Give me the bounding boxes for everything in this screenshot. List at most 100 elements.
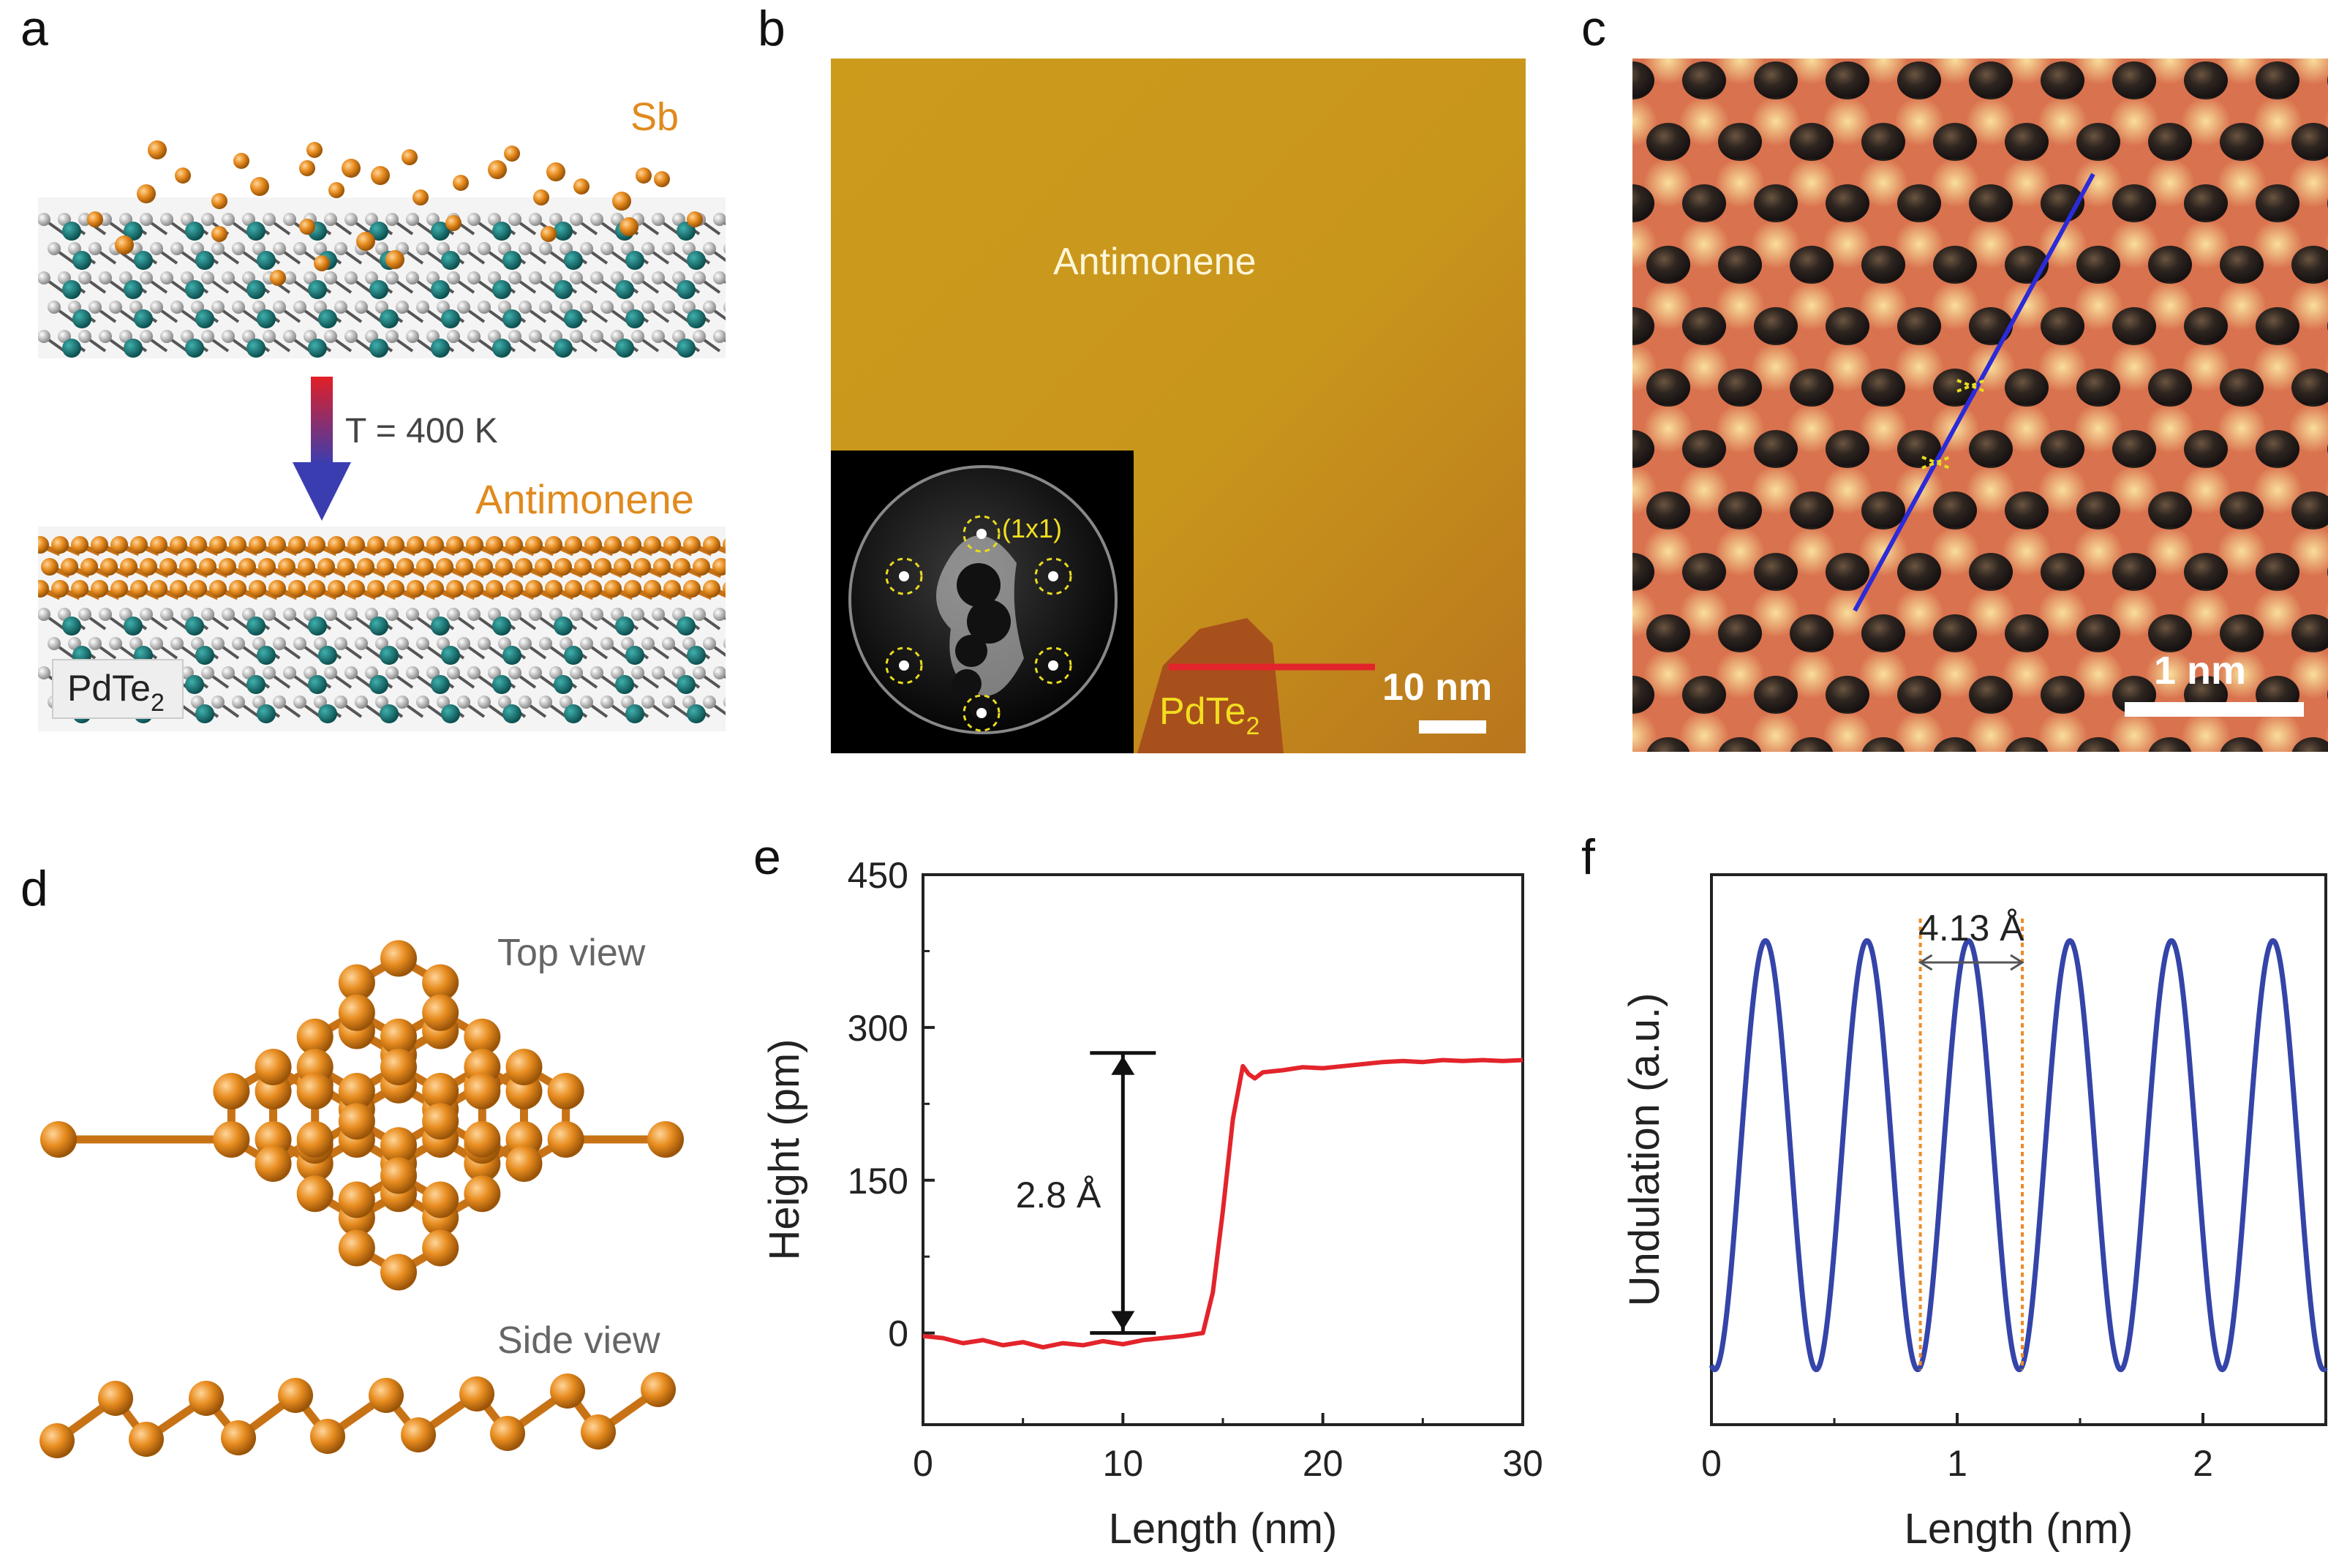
- sb-atom-top: [338, 994, 375, 1031]
- lattice-hole: [1861, 491, 1905, 529]
- lattice-hole: [2148, 123, 2192, 161]
- lattice-hole: [1861, 0, 1905, 38]
- lattice-hole: [1682, 307, 1726, 345]
- sb-atom-top: [338, 1229, 375, 1267]
- lattice-hole: [2076, 0, 2120, 38]
- lattice-hole: [1539, 184, 1583, 222]
- lattice-hole: [1632, 430, 1654, 468]
- lattice-hole: [1632, 61, 1654, 99]
- chart-e-xlabel: Length (nm): [1109, 1505, 1338, 1553]
- panel-c: c 1 nm: [1539, 0, 2328, 837]
- lattice-hole: [1682, 184, 1726, 222]
- sb-atom: [612, 192, 631, 211]
- lattice-hole: [2112, 184, 2156, 222]
- lattice-hole: [1969, 799, 2013, 837]
- sb-atom: [137, 184, 156, 203]
- sb-atom-top: [338, 964, 375, 1001]
- lattice-hole: [1754, 553, 1798, 591]
- lattice-hole: [2291, 246, 2328, 284]
- leed-spot-marker: [1034, 647, 1072, 685]
- sb-atom-top: [380, 1018, 417, 1055]
- panel-d: d Top view Side view: [20, 861, 684, 1458]
- lattice-hole: [1861, 614, 1905, 652]
- sb-atom-top: [422, 1229, 459, 1267]
- sb-atom-top: [380, 1049, 417, 1085]
- sb-atom-top: [255, 1145, 292, 1182]
- lattice-hole: [1718, 369, 1762, 407]
- sb-atom: [573, 178, 589, 195]
- sb-atom-top: [40, 1121, 77, 1158]
- y-tick-label: 300: [848, 1008, 908, 1049]
- sb-atom: [175, 167, 191, 184]
- lattice-hole: [1718, 0, 1762, 38]
- lattice-hole: [2220, 614, 2264, 652]
- sb-atom: [211, 226, 227, 242]
- lattice-hole: [1646, 491, 1690, 529]
- sb-atom: [371, 166, 390, 185]
- sb-atom: [356, 232, 375, 251]
- lattice-hole: [1826, 553, 1869, 591]
- lattice-hole: [1933, 0, 1977, 38]
- lattice-hole: [1826, 184, 1869, 222]
- pdte2-label-a: PdTe: [67, 668, 151, 709]
- lattice-hole: [2291, 123, 2328, 161]
- x-tick-label: 2: [2193, 1443, 2213, 1484]
- lattice-hole: [1826, 307, 1869, 345]
- lattice-hole: [1718, 246, 1762, 284]
- sb-atom-side: [490, 1416, 525, 1451]
- y-tick-label: 450: [848, 855, 908, 896]
- sb-atom-side: [310, 1419, 345, 1454]
- lattice-hole: [1539, 430, 1583, 468]
- leed-spot-marker: [885, 557, 923, 595]
- lattice-hole: [2220, 0, 2264, 38]
- lattice-hole: [1646, 123, 1690, 161]
- lattice-hole: [2220, 737, 2264, 752]
- antimonene-top-view: [40, 940, 684, 1291]
- sb-atom-side: [369, 1378, 404, 1413]
- lattice-hole: [1632, 307, 1654, 345]
- top-view-label: Top view: [497, 932, 646, 974]
- period-arrowhead-left: [1918, 954, 1933, 971]
- sb-atom: [87, 211, 103, 227]
- lattice-hole: [2148, 369, 2192, 407]
- pdte2-label-b: PdTe: [1159, 690, 1246, 733]
- lattice-hole: [2112, 799, 2156, 837]
- panel-d-label: d: [20, 861, 48, 916]
- lattice-hole: [1632, 184, 1654, 222]
- lattice-hole: [2112, 61, 2156, 99]
- lattice-hole: [1790, 491, 1834, 529]
- sb-atom-top: [380, 1157, 417, 1194]
- sb-atom: [306, 142, 323, 158]
- lattice-hole: [1933, 491, 1977, 529]
- lattice-hole: [2184, 553, 2228, 591]
- sb-atom: [211, 193, 227, 209]
- scalebar-b: [1419, 720, 1486, 734]
- lattice-hole: [2184, 61, 2228, 99]
- lattice-hole: [2005, 123, 2049, 161]
- lattice-hole: [1897, 61, 1941, 99]
- sb-atom-side: [189, 1381, 224, 1416]
- scalebar-label-c: 1 nm: [2154, 649, 2246, 693]
- lattice-hole: [2291, 0, 2328, 38]
- lattice-hole: [1646, 614, 1690, 652]
- sb-atom-top: [296, 1121, 334, 1158]
- leed-spot: [1048, 660, 1058, 671]
- panel-f: f 0 1 2 Length (nm) Undulation (a.u.) 4.13…: [1581, 829, 2328, 1553]
- lattice-hole: [1790, 246, 1834, 284]
- sb-atom-side: [459, 1376, 494, 1411]
- sb-atom: [654, 171, 670, 187]
- leed-spot: [1048, 571, 1058, 581]
- sb-atom-side: [129, 1422, 164, 1457]
- x-tick-label: 0: [1701, 1443, 1722, 1484]
- sb-atom-top: [547, 1121, 584, 1158]
- lattice-hole: [1790, 614, 1834, 652]
- lattice-hole: [1754, 430, 1798, 468]
- line-profile-path: [1853, 173, 2095, 612]
- lattice-hole: [1969, 307, 2013, 345]
- lattice-markers: [1921, 379, 1986, 470]
- lattice-hole: [1826, 799, 1869, 837]
- lattice-hole: [1969, 676, 2013, 714]
- chart-e-frame: [922, 873, 1524, 1426]
- sb-atom: [453, 175, 469, 191]
- sb-atom: [546, 162, 565, 181]
